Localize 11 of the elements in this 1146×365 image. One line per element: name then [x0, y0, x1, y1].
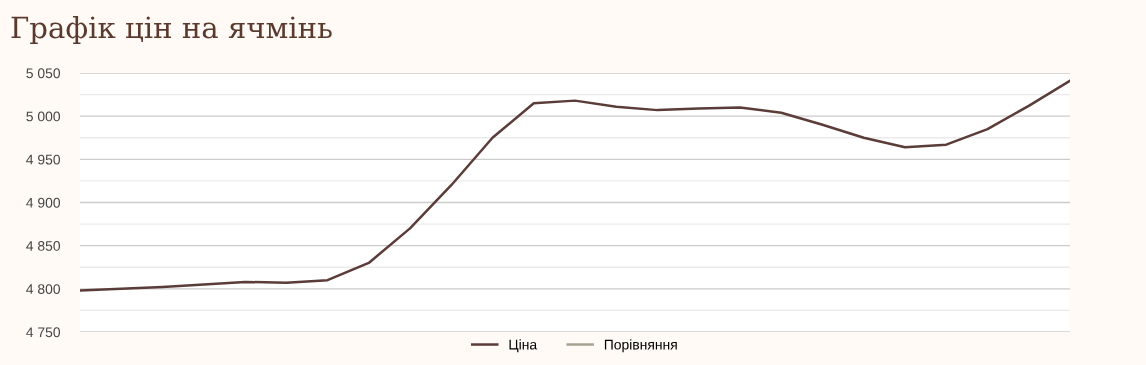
- y-tick-label: 4 900: [26, 197, 61, 208]
- legend-label: Ціна: [509, 339, 538, 353]
- line-series: [80, 79, 1070, 292]
- y-tick-label: 5 000: [26, 111, 61, 122]
- y-tick-label: 4 850: [26, 241, 61, 251]
- y-tick-label: 4 950: [26, 154, 61, 165]
- chart-title: Графік цін на ячмінь: [11, 15, 332, 45]
- y-tick-label: 4 750: [26, 327, 61, 338]
- y-tick-label: 5 050: [26, 68, 61, 79]
- y-tick-label: 4 800: [26, 284, 61, 294]
- legend-label: Порівняння: [604, 339, 677, 353]
